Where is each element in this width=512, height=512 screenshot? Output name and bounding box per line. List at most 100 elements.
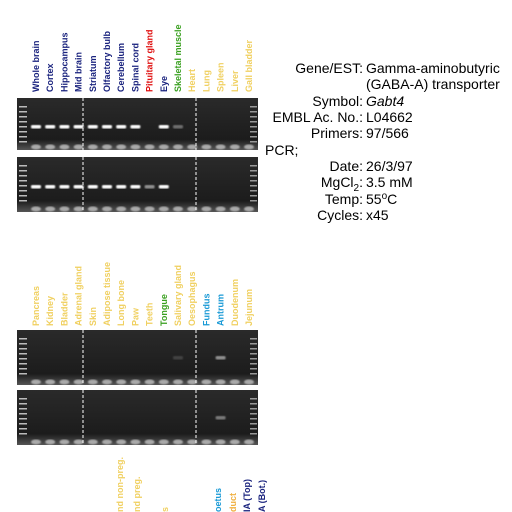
well <box>158 379 169 385</box>
ladder <box>250 131 257 133</box>
well <box>45 206 56 212</box>
ladder <box>250 358 257 360</box>
ladder <box>250 195 257 197</box>
label: MgCl2: <box>321 174 363 194</box>
sub: 2 <box>354 183 360 194</box>
lane-label: Teeth <box>145 303 155 326</box>
band <box>173 125 183 129</box>
lane-label: Spinal cord <box>130 43 140 92</box>
ladder <box>250 418 257 420</box>
lane-label: Oesophagus <box>187 271 197 326</box>
ladder <box>250 141 257 143</box>
ladder <box>19 363 27 365</box>
ladder <box>19 338 27 340</box>
ladder <box>19 408 27 410</box>
lane-label: Gall bladder <box>244 39 254 92</box>
ladder <box>19 423 27 425</box>
lane-label: Fundus <box>201 294 211 327</box>
lane-label: nd non-preg. <box>115 457 125 512</box>
ladder <box>250 408 257 410</box>
lane-label: Adrenal gland <box>74 266 84 326</box>
band <box>116 125 127 129</box>
value: 26/3/97 <box>366 158 413 174</box>
label: Primers: <box>311 125 363 141</box>
ladder <box>250 185 257 187</box>
value: (GABA-A) transporter <box>366 76 500 92</box>
ladder <box>19 200 27 202</box>
ladder <box>19 353 27 355</box>
well <box>173 206 183 212</box>
well <box>87 379 98 385</box>
lane-label: Pituitary gland <box>145 29 155 92</box>
lane-label: Pancreas <box>31 286 41 326</box>
well <box>215 379 226 385</box>
well <box>229 439 240 445</box>
lane-label: Bladder <box>59 292 69 326</box>
ladder <box>250 353 257 355</box>
well <box>187 439 198 445</box>
label: Gene/EST: <box>295 60 363 76</box>
well <box>59 439 70 445</box>
well <box>229 206 240 212</box>
ladder <box>250 368 257 370</box>
t: : <box>359 174 363 190</box>
lane-label: Whole brain <box>31 41 41 93</box>
band <box>173 356 183 360</box>
gels <box>17 98 258 445</box>
band <box>102 125 112 129</box>
ladder <box>250 373 257 375</box>
ladder <box>250 170 257 172</box>
band <box>130 185 141 189</box>
well <box>244 439 254 445</box>
lane-label: nd preg. <box>132 477 142 512</box>
well <box>144 144 155 150</box>
ladder <box>250 116 257 118</box>
well <box>215 206 226 212</box>
ladder <box>250 200 257 202</box>
well <box>187 379 198 385</box>
ladder <box>19 433 27 435</box>
t: MgCl <box>321 174 354 190</box>
sup: o <box>382 191 388 202</box>
band <box>102 185 112 189</box>
lane-label: Jejunum <box>244 289 254 326</box>
well <box>173 144 183 150</box>
info-panel: Gene/EST: Gamma-aminobutyric (GABA-A) tr… <box>265 60 500 223</box>
ladder <box>19 111 27 113</box>
value: x45 <box>366 207 389 223</box>
band <box>130 125 141 129</box>
ladder <box>19 348 27 350</box>
value: 3.5 mM <box>366 174 413 190</box>
label: Temp: <box>325 191 363 207</box>
band <box>215 416 226 420</box>
band <box>73 185 84 189</box>
well <box>201 206 212 212</box>
ladder <box>19 165 27 167</box>
lane-label: Kidney <box>45 296 55 326</box>
t: C <box>387 191 397 207</box>
lane-label: Antrum <box>216 294 226 326</box>
well <box>173 379 183 385</box>
ladder <box>250 428 257 430</box>
lane-label: Cortex <box>45 63 55 92</box>
label: PCR; <box>265 142 298 158</box>
ladder <box>250 413 257 415</box>
well <box>116 439 127 445</box>
well <box>187 144 198 150</box>
ladder <box>19 180 27 182</box>
ladder <box>19 175 27 177</box>
lane-label: Skin <box>88 307 98 326</box>
well <box>45 144 56 150</box>
ladder <box>19 185 27 187</box>
ladder <box>250 165 257 167</box>
well <box>215 144 226 150</box>
well <box>130 206 141 212</box>
well <box>102 144 112 150</box>
lane-label: Adipose tissue <box>102 262 112 326</box>
value: 97/566 <box>366 125 409 141</box>
well <box>130 144 141 150</box>
label: Symbol: <box>312 93 363 109</box>
band <box>87 185 98 189</box>
well <box>173 439 183 445</box>
band <box>144 185 155 189</box>
